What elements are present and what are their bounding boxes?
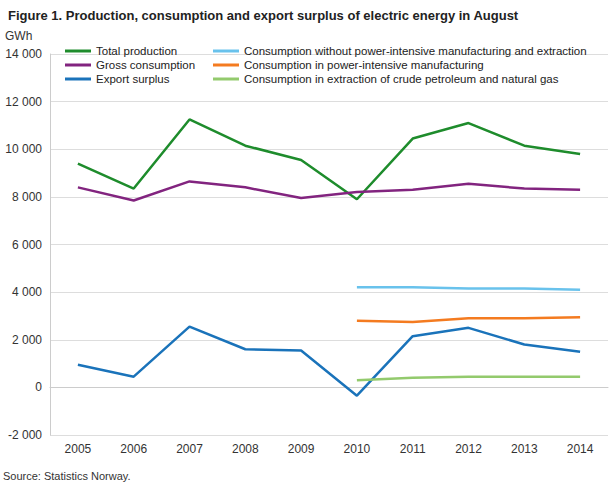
svg-text:2005: 2005 [65,442,92,456]
svg-text:Consumption in power-intensive: Consumption in power-intensive manufactu… [244,59,484,71]
svg-text:2008: 2008 [232,442,259,456]
svg-text:Figure 1. Production, consumpt: Figure 1. Production, consumption and ex… [8,8,519,23]
svg-text:Gross consumption: Gross consumption [96,59,195,71]
svg-text:2013: 2013 [511,442,538,456]
svg-text:Consumption without power-inte: Consumption without power-intensive manu… [244,45,587,57]
svg-text:2 000: 2 000 [12,333,42,347]
svg-text:0: 0 [35,380,42,394]
svg-text:2007: 2007 [176,442,203,456]
svg-text:10 000: 10 000 [5,142,42,156]
svg-text:2006: 2006 [120,442,147,456]
svg-text:Export surplus: Export surplus [96,73,170,85]
svg-text:GWh: GWh [5,29,32,43]
svg-text:2012: 2012 [455,442,482,456]
svg-text:2009: 2009 [288,442,315,456]
svg-text:Consumption in extraction of c: Consumption in extraction of crude petro… [244,73,559,85]
svg-text:Total production: Total production [96,45,177,57]
svg-text:2014: 2014 [567,442,594,456]
svg-text:Source: Statistics Norway.: Source: Statistics Norway. [3,470,131,482]
svg-text:12 000: 12 000 [5,95,42,109]
svg-text:-2 000: -2 000 [8,428,42,442]
svg-text:6 000: 6 000 [12,238,42,252]
svg-text:4 000: 4 000 [12,285,42,299]
svg-text:8 000: 8 000 [12,190,42,204]
svg-text:14 000: 14 000 [5,47,42,61]
svg-text:2010: 2010 [344,442,371,456]
svg-text:2011: 2011 [400,442,426,456]
